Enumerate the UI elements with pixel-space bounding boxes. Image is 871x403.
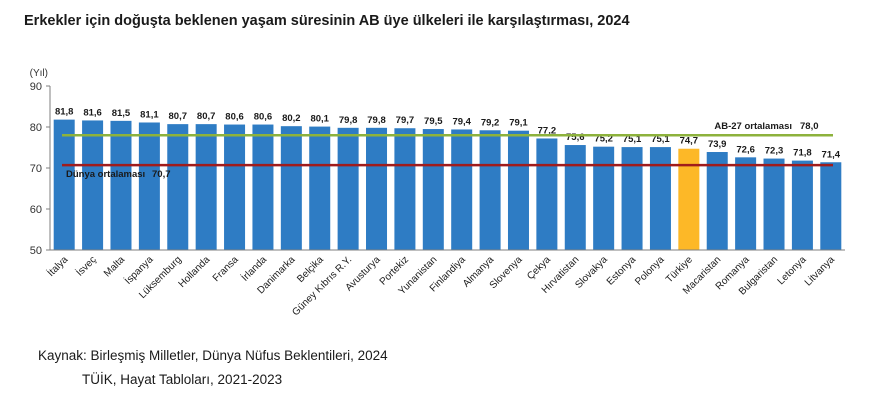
world-average-value: 70,7 bbox=[152, 169, 171, 180]
bar bbox=[167, 124, 189, 250]
bar-value-label: 75,6 bbox=[566, 132, 585, 143]
bar-value-label: 80,1 bbox=[310, 114, 329, 125]
bar-value-label: 75,1 bbox=[651, 134, 670, 145]
bar bbox=[678, 148, 700, 250]
bar bbox=[394, 128, 416, 250]
bar bbox=[53, 119, 75, 251]
bar bbox=[366, 127, 388, 250]
y-tick-label: 70 bbox=[30, 163, 42, 175]
bar-value-label: 79,5 bbox=[424, 116, 443, 127]
bar bbox=[763, 158, 785, 250]
bar bbox=[422, 129, 444, 250]
x-category-label: İtalya bbox=[44, 253, 70, 279]
bar bbox=[309, 126, 331, 250]
y-tick-label: 80 bbox=[30, 122, 42, 134]
bar-value-label: 75,1 bbox=[623, 134, 642, 145]
bar bbox=[649, 147, 671, 250]
world-average-label: Dünya ortalaması bbox=[66, 169, 145, 180]
x-category-label: Polonya bbox=[633, 254, 667, 288]
x-category-label: Estonya bbox=[605, 254, 639, 288]
y-axis-label: (Yıl) bbox=[30, 68, 48, 79]
bar-value-label: 80,6 bbox=[254, 112, 273, 123]
bar-value-label: 79,7 bbox=[396, 115, 415, 126]
bar bbox=[735, 157, 757, 250]
eu-average-label: AB-27 ortalaması bbox=[714, 121, 792, 132]
bar bbox=[110, 120, 132, 250]
x-category-label: Litvanya bbox=[803, 254, 837, 288]
bar-value-label: 75,2 bbox=[594, 134, 613, 145]
source-line-2: TÜİK, Hayat Tabloları, 2021-2023 bbox=[82, 372, 283, 387]
bar-value-label: 71,8 bbox=[793, 148, 812, 159]
bar bbox=[138, 122, 160, 250]
source-line-1: Kaynak: Birleşmiş Milletler, Dünya Nüfus… bbox=[38, 348, 388, 363]
bar bbox=[195, 124, 217, 250]
x-category-label: Malta bbox=[102, 254, 127, 279]
bar-value-label: 81,1 bbox=[140, 109, 159, 120]
bar bbox=[451, 129, 473, 250]
bar-value-label: 81,6 bbox=[83, 107, 102, 118]
bar-value-label: 74,7 bbox=[680, 136, 699, 147]
bar bbox=[507, 130, 529, 250]
eu-average-value: 78,0 bbox=[800, 121, 819, 132]
bar-value-label: 72,6 bbox=[736, 144, 755, 155]
y-tick-label: 60 bbox=[30, 204, 42, 216]
bar bbox=[337, 127, 359, 250]
bar-value-label: 73,9 bbox=[708, 139, 727, 150]
bar bbox=[791, 160, 813, 250]
bar-value-label: 79,2 bbox=[481, 117, 500, 128]
bar-value-label: 80,7 bbox=[169, 111, 188, 122]
bar-chart: (Yıl) 50 60 70 80 90 81,8 İtalya 81,6 İsveç 81,5 Ma… bbox=[30, 68, 845, 318]
bar bbox=[564, 145, 586, 250]
bar bbox=[706, 152, 728, 250]
bar-value-label: 80,6 bbox=[225, 112, 244, 123]
y-tick-label: 50 bbox=[30, 245, 42, 257]
bar-value-label: 80,7 bbox=[197, 111, 216, 122]
bar-value-label: 80,2 bbox=[282, 113, 301, 124]
bar bbox=[621, 147, 643, 250]
x-category-label: Hollanda bbox=[177, 254, 213, 290]
bar-value-label: 79,4 bbox=[452, 116, 471, 127]
bar bbox=[593, 146, 615, 250]
bar bbox=[479, 130, 501, 250]
bar-value-label: 81,5 bbox=[112, 108, 131, 119]
bar-value-label: 79,8 bbox=[367, 115, 386, 126]
bar bbox=[82, 120, 104, 250]
bar bbox=[224, 124, 246, 250]
bar bbox=[252, 124, 274, 250]
bar-value-label: 72,3 bbox=[765, 146, 784, 157]
bar bbox=[536, 138, 558, 250]
bar-value-label: 81,8 bbox=[55, 107, 74, 118]
chart-title: Erkekler için doğuşta beklenen yaşam sür… bbox=[24, 13, 630, 29]
x-category-label: İsveç bbox=[73, 253, 99, 279]
y-tick-label: 90 bbox=[30, 81, 42, 93]
bar-value-label: 77,2 bbox=[538, 125, 557, 136]
bar bbox=[280, 126, 302, 250]
bar bbox=[820, 162, 842, 250]
bar-value-label: 71,4 bbox=[822, 149, 841, 160]
bar-value-label: 79,8 bbox=[339, 115, 358, 126]
bar-value-label: 79,1 bbox=[509, 118, 528, 129]
x-category-label: Fransa bbox=[211, 254, 241, 284]
